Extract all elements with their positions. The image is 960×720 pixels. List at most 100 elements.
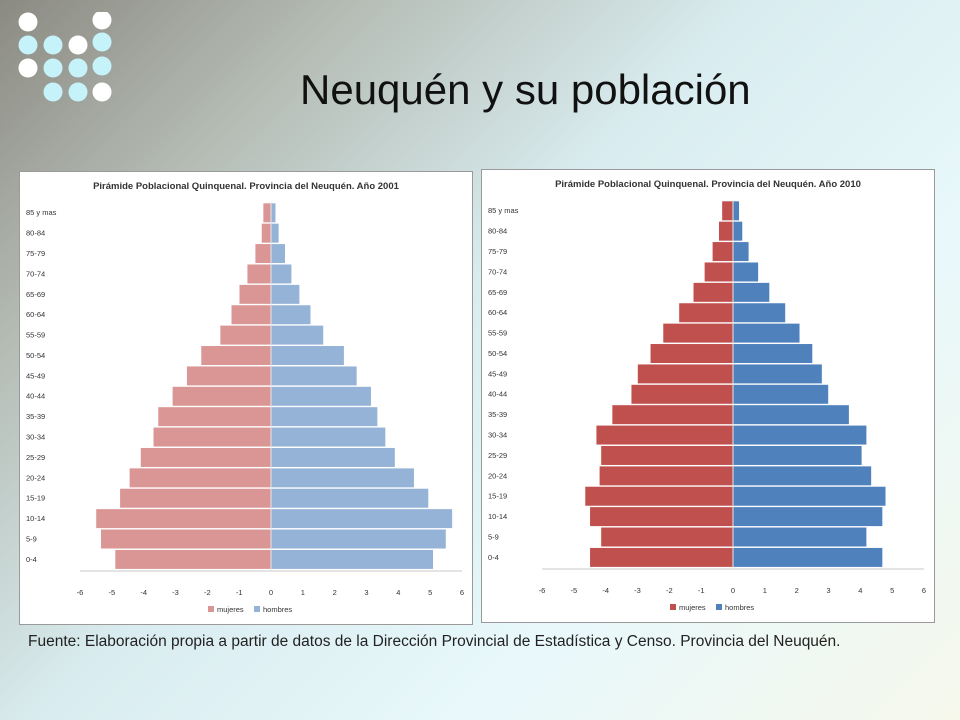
bar-hombres-5-9 [270,528,447,550]
bar-hombres-60-64 [732,302,786,323]
category-label: 5-9 [26,534,37,543]
category-label: 80-84 [488,227,507,236]
bar-mujeres-45-49 [637,363,734,385]
bar-hombres-10-14 [732,506,883,527]
logo-dot [43,35,63,55]
category-label: 60-64 [488,308,507,317]
bar-mujeres-20-24 [129,467,272,488]
x-tick-label: -1 [698,586,705,595]
logo-dot [68,35,88,55]
x-tick-label: 4 [858,586,862,595]
bar-hombres-60-64 [270,304,312,325]
bar-hombres-25-29 [270,447,396,468]
chart-panel-2010: Pirámide Poblacional Quinquenal. Provinc… [481,169,935,623]
bar-hombres-85-y-mas [270,202,277,223]
category-label: 25-29 [26,453,45,462]
category-label: 45-49 [488,369,507,378]
x-tick-label: -2 [204,588,211,597]
bar-hombres-15-19 [270,488,429,509]
category-label: 35-39 [488,410,507,419]
category-label: 85 y mas [488,206,519,215]
bar-mujeres-40-44 [172,386,272,407]
bar-hombres-30-34 [732,424,867,446]
logo-dot [68,58,88,78]
bar-hombres-0-4 [732,547,883,568]
bar-mujeres-65-69 [238,284,272,305]
bar-mujeres-45-49 [186,365,272,387]
category-label: 25-29 [488,451,507,460]
bar-mujeres-35-39 [611,404,734,425]
x-tick-label: 1 [301,588,305,597]
bar-mujeres-35-39 [157,406,272,427]
x-tick-label: -4 [602,586,609,595]
category-label: 0-4 [488,553,499,562]
bar-hombres-80-84 [732,221,743,242]
category-label: 45-49 [26,371,45,380]
x-tick-label: 5 [428,588,432,597]
x-tick-label: -5 [570,586,577,595]
logo-dot [92,56,112,76]
bar-hombres-55-59 [270,325,324,346]
bar-hombres-20-24 [732,465,872,486]
bar-mujeres-65-69 [692,282,734,303]
category-label: 5-9 [488,532,499,541]
legend-label-hombres: hombres [725,603,754,612]
legend-swatch-hombres [716,604,722,610]
x-tick-label: 2 [795,586,799,595]
bar-mujeres-0-4 [589,547,734,568]
category-label: 20-24 [26,473,45,482]
x-tick-label: -3 [172,588,179,597]
bar-hombres-40-44 [732,384,829,405]
logo-dot [43,82,63,102]
bar-mujeres-55-59 [219,325,272,346]
logo-dot [92,82,112,102]
bar-mujeres-15-19 [119,488,272,509]
category-label: 40-44 [488,390,507,399]
bar-mujeres-5-9 [600,526,734,548]
bar-mujeres-60-64 [230,304,272,325]
bar-hombres-45-49 [732,363,823,385]
bar-hombres-30-34 [270,426,386,448]
bar-hombres-80-84 [270,223,280,244]
x-tick-label: -1 [236,588,243,597]
x-tick-label: -6 [77,588,84,597]
legend-label-hombres: hombres [263,605,292,614]
x-tick-label: 6 [460,588,464,597]
bar-mujeres-80-84 [261,223,272,244]
bar-hombres-15-19 [732,486,887,507]
bar-hombres-65-69 [270,284,300,305]
category-label: 30-34 [488,430,507,439]
x-tick-label: 0 [731,586,735,595]
bar-hombres-55-59 [732,323,801,344]
chart-title: Pirámide Poblacional Quinquenal. Provinc… [93,181,400,192]
bar-hombres-50-54 [732,343,813,364]
x-tick-label: 1 [763,586,767,595]
category-label: 10-14 [488,512,507,521]
bar-hombres-25-29 [732,445,863,466]
bar-mujeres-25-29 [600,445,734,466]
x-tick-label: 3 [826,586,830,595]
bar-mujeres-25-29 [140,447,272,468]
bar-hombres-75-79 [270,243,286,264]
category-label: 15-19 [26,494,45,503]
legend-swatch-mujeres [208,606,214,612]
bar-mujeres-20-24 [599,465,734,486]
bar-hombres-5-9 [732,526,867,548]
bar-hombres-85-y-mas [732,200,740,221]
logo-dot [92,12,112,30]
dot-grid-logo-icon [18,12,112,102]
bar-hombres-70-74 [270,263,292,285]
x-tick-label: -3 [634,586,641,595]
category-label: 80-84 [26,229,45,238]
legend-swatch-hombres [254,606,260,612]
logo-dot [18,58,38,78]
category-label: 70-74 [26,269,45,278]
legend-label-mujeres: mujeres [217,605,244,614]
bar-mujeres-50-54 [200,345,272,366]
category-label: 55-59 [488,329,507,338]
category-label: 75-79 [488,247,507,256]
x-tick-label: 6 [922,586,926,595]
population-pyramid-2001: Pirámide Poblacional Quinquenal. Provinc… [26,181,464,614]
bar-hombres-75-79 [732,241,750,262]
logo-dot [68,82,88,102]
